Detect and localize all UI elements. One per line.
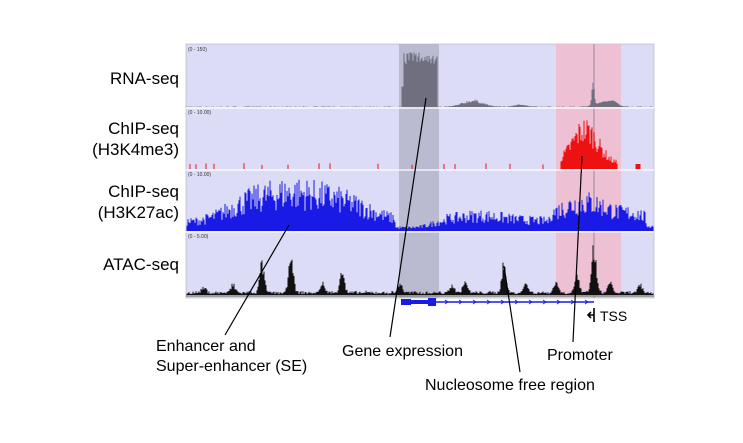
tss-arrow-icon [586, 308, 595, 322]
annotation-nucleosome-free: Nucleosome free region [425, 377, 595, 394]
track-label-h3k27ac: ChIP-seq (H3K27ac) [19, 181, 179, 223]
strand-arrow-icon [472, 299, 477, 305]
strand-arrow-icon [444, 299, 449, 305]
strand-arrow-icon [570, 299, 575, 305]
track-label-rna-seq: RNA-seq [19, 68, 179, 89]
track-range-h3k27ac: (0 - 10.00) [188, 172, 211, 178]
gene-exon [411, 300, 435, 304]
nucleosome-pointer [503, 265, 521, 373]
enhancer-pointer [224, 224, 290, 336]
annotation-enhancer-line2: Super-enhancer (SE) [156, 358, 308, 375]
track-label-line1: ATAC-seq [103, 255, 179, 274]
signal-bars [186, 52, 653, 107]
track-label-line1: ChIP-seq [108, 119, 179, 138]
gene-model [401, 298, 594, 306]
strand-arrow-icon [584, 299, 589, 305]
h3k27ac-signal [186, 179, 654, 231]
track-range-h3k4me3: (0 - 10.00) [188, 110, 211, 116]
track-range-atac: (0 - 5.00) [188, 234, 209, 240]
signal-bars [186, 179, 654, 231]
annotation-promoter: Promoter [547, 347, 613, 364]
atac-seq-signal [186, 245, 654, 295]
strand-arrow-icon [528, 299, 533, 305]
gene-exon [401, 299, 411, 305]
promoter-pointer [572, 155, 583, 343]
strand-arrow-icon [514, 299, 519, 305]
strand-arrow-icon [458, 299, 463, 305]
annotation-enhancer-line1: Enhancer and [156, 338, 256, 355]
track-label-line1: ChIP-seq [108, 182, 179, 201]
rna-seq-signal [186, 52, 653, 107]
track-label-h3k4me3: ChIP-seq (H3K4me3) [19, 118, 179, 160]
track-label-atac-seq: ATAC-seq [19, 254, 179, 275]
track-label-line1: RNA-seq [110, 69, 179, 88]
track-label-line2: (H3K4me3) [92, 140, 179, 159]
gene-exon [428, 298, 436, 306]
annotation-tss: TSS [600, 308, 628, 324]
track-label-line2: (H3K27ac) [97, 203, 179, 222]
strand-arrows [444, 299, 589, 305]
strand-arrow-icon [556, 299, 561, 305]
strand-arrow-icon [500, 299, 505, 305]
strand-arrow-icon [542, 299, 547, 305]
strand-arrow-icon [486, 299, 491, 305]
annotation-enhancer: Enhancer and Super-enhancer (SE) [156, 337, 307, 377]
signal-bars [186, 245, 654, 295]
gene-expression-pointer [389, 97, 427, 338]
promoter-region-highlight [556, 44, 621, 298]
track-range-rna: (0 - 150) [188, 47, 207, 53]
signal-bars [189, 120, 641, 169]
annotation-gene-expression: Gene expression [342, 343, 463, 360]
h3k4me3-signal [189, 120, 641, 169]
tss-line [593, 44, 595, 298]
